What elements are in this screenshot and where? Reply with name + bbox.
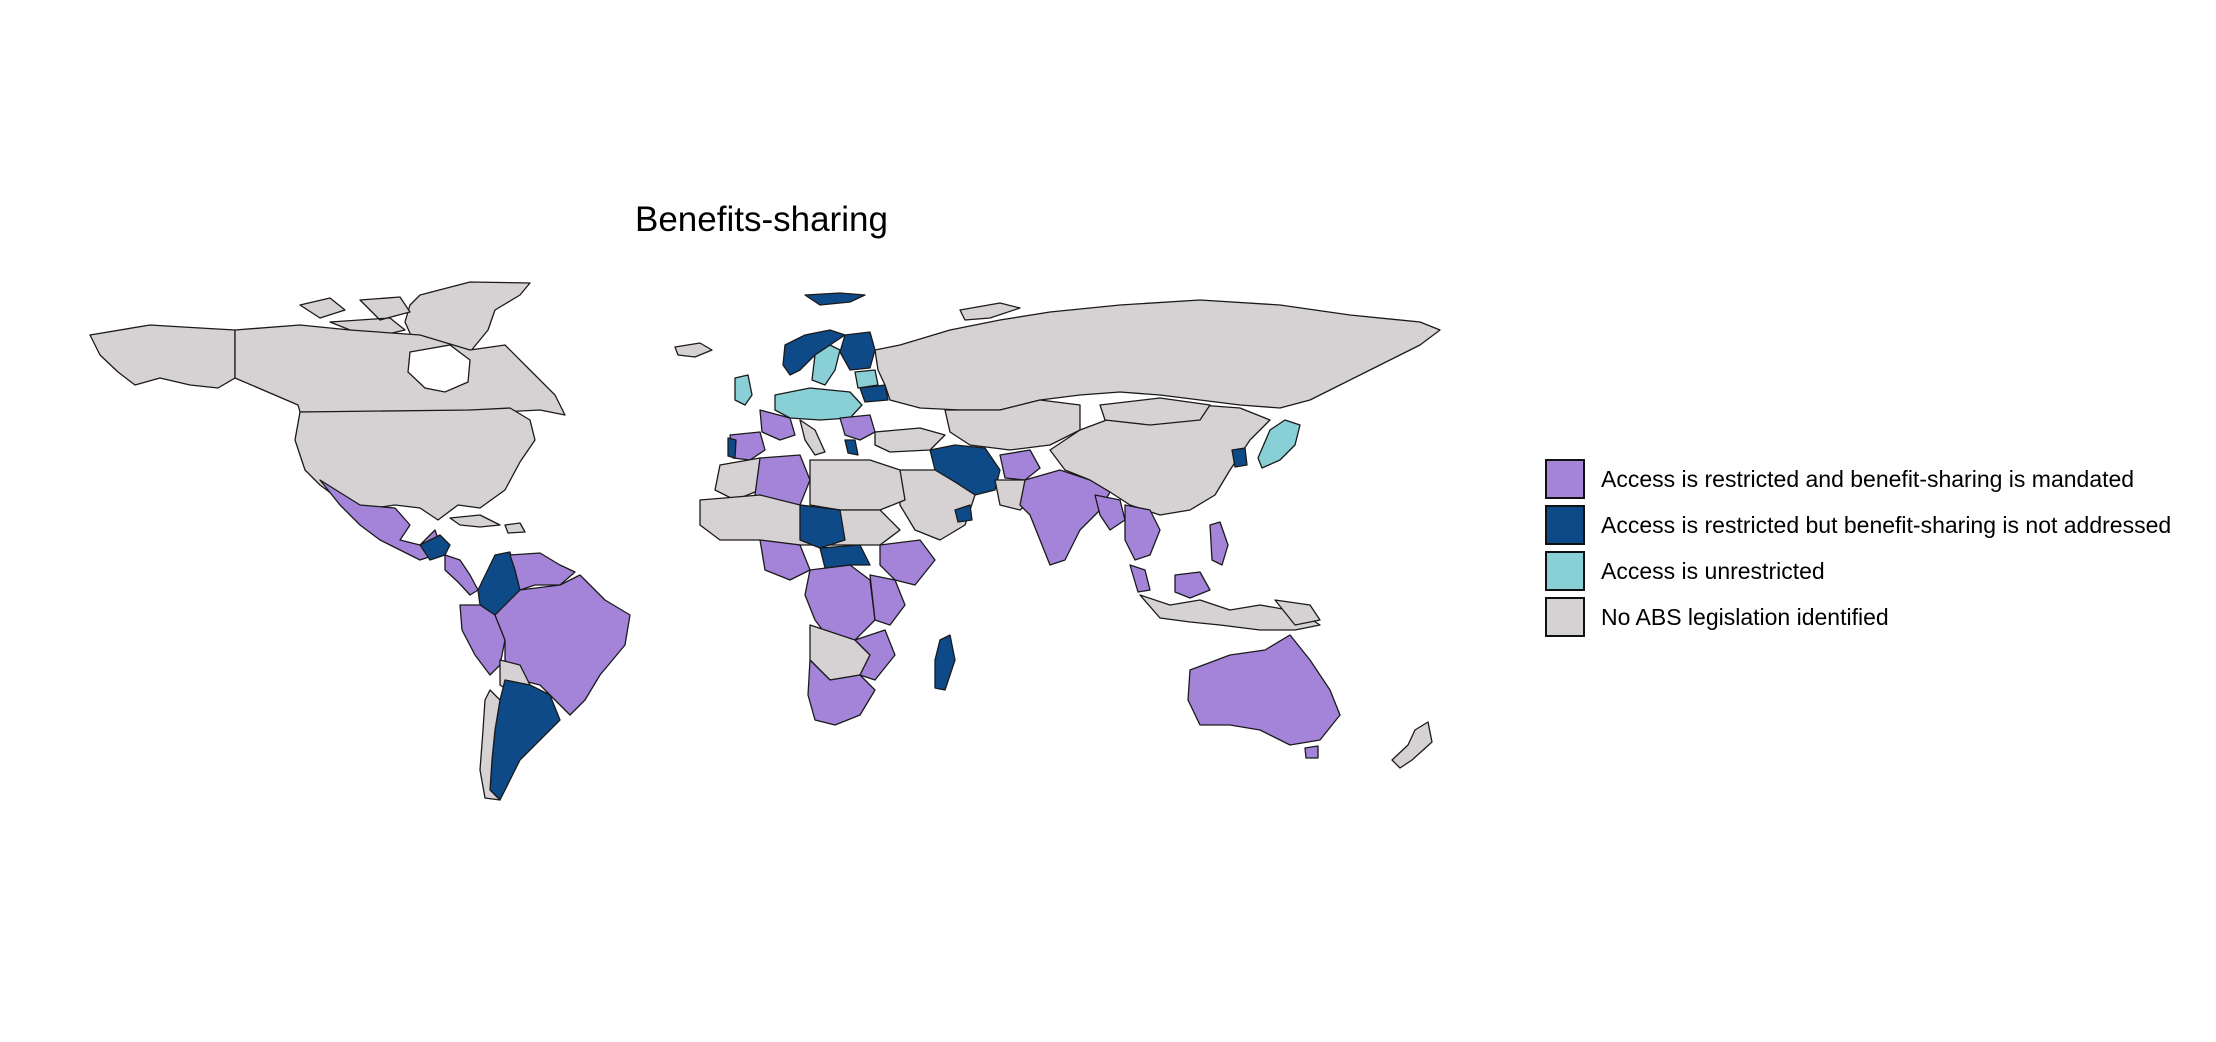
- region-myanmar: [1094, 494, 1126, 531]
- legend-item-mandated: Access is restricted and benefit-sharing…: [1545, 456, 2171, 502]
- region-mozambique: [854, 629, 896, 681]
- region-japan: [1257, 419, 1301, 469]
- legend-label-unrestricted: Access is unrestricted: [1601, 557, 1825, 584]
- region-horn: [879, 539, 936, 586]
- legend-label-not-addressed: Access is restricted but benefit-sharing…: [1601, 511, 2172, 538]
- region-portugal: [727, 437, 737, 459]
- region-finland: [839, 331, 876, 371]
- region-mongolia: [1099, 397, 1211, 426]
- legend-item-none: No ABS legislation identified: [1545, 594, 2171, 640]
- region-madagascar: [934, 634, 956, 691]
- region-usa: [294, 407, 536, 521]
- region-afghanistan: [999, 449, 1041, 481]
- region-borneo: [1174, 571, 1211, 599]
- region-central-asia: [944, 399, 1081, 451]
- region-italy: [799, 419, 826, 456]
- region-central-america-north: [419, 534, 451, 561]
- region-central-europe: [774, 387, 863, 421]
- region-cuba: [449, 514, 501, 528]
- region-hispaniola: [504, 522, 526, 534]
- region-france: [759, 409, 796, 441]
- region-south-africa: [807, 659, 876, 726]
- region-central-america-south: [444, 554, 479, 596]
- region-svalbard: [804, 292, 866, 306]
- region-belarus: [859, 384, 889, 403]
- region-arabia: [899, 469, 976, 541]
- legend-swatch-none: [1545, 597, 1585, 637]
- region-iceland: [674, 342, 713, 358]
- region-malaysia: [1129, 564, 1151, 593]
- region-uk: [734, 374, 753, 406]
- region-indonesia: [1139, 594, 1321, 631]
- region-australia: [1187, 634, 1341, 746]
- map-title: Benefits-sharing: [635, 200, 888, 239]
- region-indochina: [1124, 504, 1161, 561]
- legend-label-none: No ABS legislation identified: [1601, 603, 1889, 630]
- legend-label-mandated: Access is restricted and benefit-sharing…: [1601, 465, 2135, 492]
- legend-swatch-mandated: [1545, 459, 1585, 499]
- region-hudson-bay: [407, 344, 471, 393]
- region-canada: [234, 324, 566, 416]
- region-argentina: [489, 679, 561, 801]
- legend-swatch-unrestricted: [1545, 551, 1585, 591]
- region-papua: [1274, 599, 1321, 626]
- region-greece: [844, 439, 859, 456]
- region-libya-egypt: [809, 459, 906, 511]
- region-alaska: [89, 324, 236, 389]
- region-central-africa: [819, 544, 871, 569]
- legend: Access is restricted and benefit-sharing…: [1545, 456, 2171, 640]
- region-chile: [479, 689, 501, 801]
- region-east-africa: [869, 574, 906, 626]
- region-chad: [799, 504, 846, 549]
- region-philippines: [1209, 521, 1229, 566]
- region-novaya-zemlya: [959, 302, 1021, 321]
- legend-item-not-addressed: Access is restricted but benefit-sharing…: [1545, 502, 2171, 548]
- region-sweden: [811, 344, 841, 386]
- region-oman: [954, 504, 973, 523]
- region-turkey: [874, 427, 946, 453]
- region-balkans: [839, 414, 876, 441]
- region-baltic: [854, 369, 879, 389]
- region-new-zealand: [1391, 721, 1433, 769]
- region-west-africa-coast: [759, 539, 811, 581]
- region-tasmania: [1304, 745, 1319, 759]
- region-russia: [874, 299, 1441, 411]
- legend-item-unrestricted: Access is unrestricted: [1545, 548, 2171, 594]
- legend-swatch-not-addressed: [1545, 505, 1585, 545]
- region-korea: [1231, 447, 1248, 468]
